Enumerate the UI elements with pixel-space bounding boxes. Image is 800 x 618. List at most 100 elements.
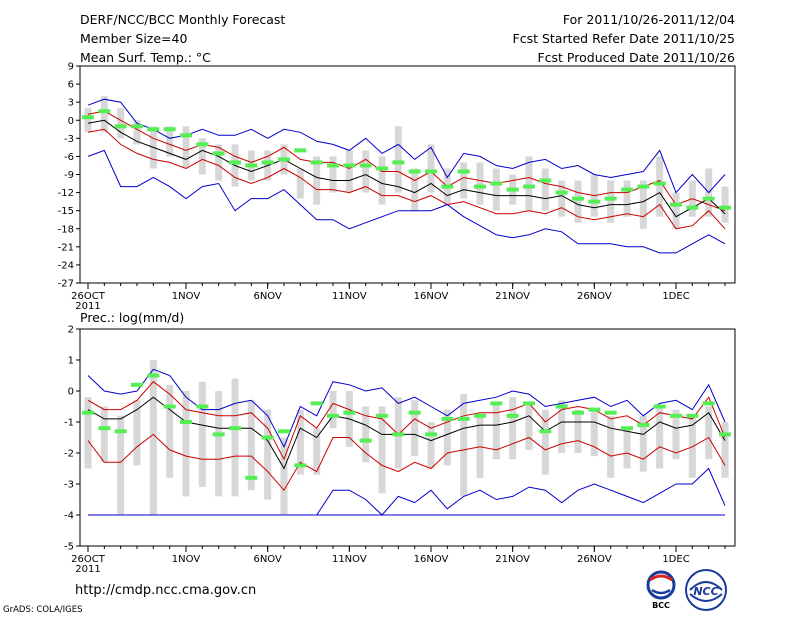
clim-marker (457, 416, 470, 421)
clim-marker (245, 475, 258, 480)
plot-frame (79, 328, 736, 547)
clim-marker (392, 432, 405, 437)
series-plus-sd (87, 110, 726, 212)
clim-marker (572, 196, 584, 201)
variable-label: Mean Surf. Temp.: °C (80, 50, 211, 65)
spread-box (329, 156, 337, 193)
clim-marker (343, 163, 356, 168)
clim-marker (490, 181, 503, 186)
clim-marker (637, 423, 650, 428)
x-tick-label: 16NOV (414, 291, 449, 302)
clim-marker (425, 169, 437, 174)
clim-marker (653, 404, 666, 409)
y-tick-label: 3 (68, 98, 74, 109)
y-tick-label: -18 (58, 224, 74, 235)
x-tick-label: 1DEC (662, 291, 689, 302)
member-size: Member Size=40 (80, 31, 188, 46)
clim-marker (719, 205, 731, 210)
y-tick-label: -3 (64, 134, 74, 145)
spread-box (280, 437, 288, 515)
series-mean (87, 119, 726, 218)
clim-marker (98, 426, 111, 431)
clim-marker (702, 196, 715, 201)
spread-box (525, 403, 533, 450)
clim-marker (686, 205, 699, 210)
clim-marker (310, 160, 323, 165)
spread-box (492, 403, 500, 460)
spread-box (117, 415, 125, 515)
x-tick-label: 6NOV (253, 291, 282, 302)
spread-box (639, 180, 647, 229)
x-year-label: 2011 (75, 564, 100, 575)
spread-box (574, 180, 582, 223)
spread-box (296, 409, 304, 475)
clim-marker (702, 401, 715, 406)
grads-credit: GrADS: COLA/IGES (3, 605, 83, 615)
spread-box (509, 397, 517, 460)
series-max (87, 368, 726, 448)
spread-box (117, 108, 125, 139)
clim-marker (114, 429, 127, 434)
clim-marker (604, 196, 617, 201)
y-tick-label: -6 (64, 152, 74, 163)
spread-box (443, 409, 451, 466)
y-tick-label: -24 (58, 260, 74, 271)
footer-url[interactable]: http://cmdp.ncc.cma.gov.cn (75, 583, 257, 598)
spread-box (182, 391, 190, 497)
plot-frame (79, 65, 736, 284)
y-tick-label: 2 (68, 325, 74, 336)
spread-box (639, 415, 647, 472)
spread-box (362, 406, 370, 463)
clim-marker (310, 401, 323, 406)
spread-box (84, 397, 92, 469)
x-year-label: 2011 (75, 301, 100, 312)
spread-box (296, 168, 304, 199)
clim-marker (408, 169, 421, 174)
clim-marker (294, 463, 307, 468)
clim-marker (261, 160, 274, 165)
series-minus-sd (87, 433, 726, 492)
spread-box (362, 150, 370, 193)
spread-box (166, 384, 174, 478)
spread-box (623, 428, 631, 469)
spread-box (721, 422, 729, 478)
clim-marker (376, 166, 388, 171)
spread-box (215, 391, 223, 497)
spread-box (329, 391, 337, 429)
spread-box (345, 150, 353, 193)
clim-marker (474, 184, 486, 189)
series-min (87, 149, 726, 254)
spread-box (460, 162, 468, 199)
clim-marker (637, 184, 650, 189)
clim-marker (408, 410, 421, 415)
clim-marker (555, 190, 568, 195)
spread-box (623, 180, 631, 217)
clim-marker (261, 435, 274, 440)
clim-marker (196, 142, 209, 147)
clim-marker (425, 432, 437, 437)
spread-box (313, 428, 321, 475)
clim-marker (114, 124, 127, 129)
clim-marker (506, 187, 519, 192)
y-tick-label: 9 (68, 62, 74, 73)
series-mean (87, 396, 726, 470)
y-tick-label: -15 (58, 206, 74, 217)
clim-marker (457, 169, 470, 174)
clim-marker (572, 410, 584, 415)
clim-marker (131, 382, 143, 387)
spread-box (378, 156, 386, 205)
spread-box (133, 400, 141, 466)
clim-marker (670, 413, 682, 418)
clim-marker (196, 404, 209, 409)
x-tick-label: 16NOV (414, 554, 449, 565)
x-tick-label: 21NOV (495, 291, 530, 302)
x-tick-label: 1DEC (662, 554, 689, 565)
spread-box (231, 378, 239, 497)
clim-marker (490, 401, 503, 406)
spread-box (394, 126, 402, 193)
y-tick-label: -3 (64, 480, 74, 491)
panel-title: Prec.: log(mm/d) (80, 310, 184, 325)
